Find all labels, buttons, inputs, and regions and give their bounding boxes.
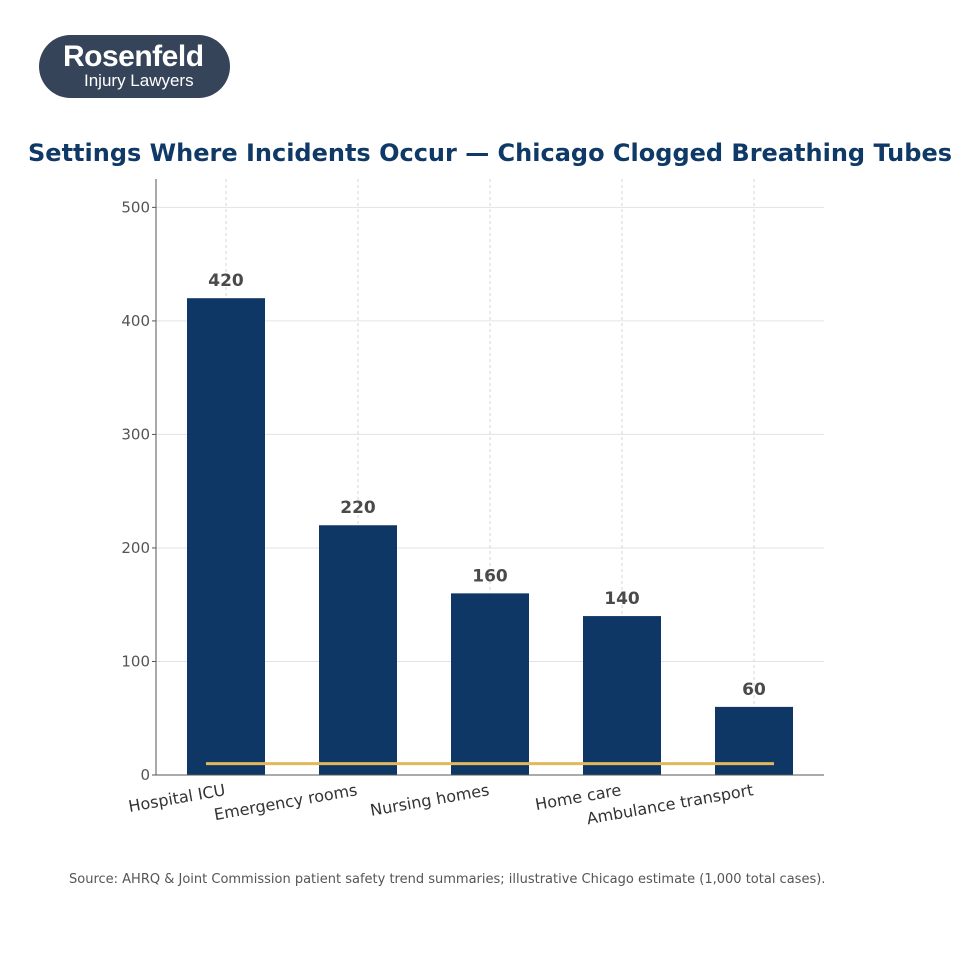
- y-tick-label: 500: [121, 198, 150, 216]
- bar-3: [451, 593, 529, 775]
- data-label-4: 140: [604, 589, 640, 609]
- bar-1: [187, 298, 265, 775]
- data-label-2: 220: [340, 498, 376, 518]
- data-label-1: 420: [208, 271, 244, 291]
- source-note: Source: AHRQ & Joint Commission patient …: [69, 872, 826, 887]
- logo-name: Rosenfeld: [63, 40, 204, 73]
- chart-title: Settings Where Incidents Occur — Chicago…: [28, 139, 952, 167]
- bar-2: [319, 525, 397, 775]
- x-tick-label: Nursing homes: [369, 780, 491, 820]
- y-tick-label: 400: [121, 312, 150, 330]
- y-tick-label: 300: [121, 425, 150, 443]
- bar-4: [583, 616, 661, 775]
- y-tick-label: 0: [140, 766, 150, 784]
- x-tick-label: Emergency rooms: [213, 780, 359, 824]
- y-tick-label: 100: [121, 652, 150, 670]
- logo-tagline: Injury Lawyers: [84, 71, 194, 90]
- y-tick-label: 200: [121, 539, 150, 557]
- rosenfeld-logo: Rosenfeld Injury Lawyers: [39, 35, 230, 98]
- x-tick-label: Hospital ICU: [127, 780, 227, 816]
- data-label-3: 160: [472, 566, 508, 586]
- data-label-5: 60: [742, 680, 766, 700]
